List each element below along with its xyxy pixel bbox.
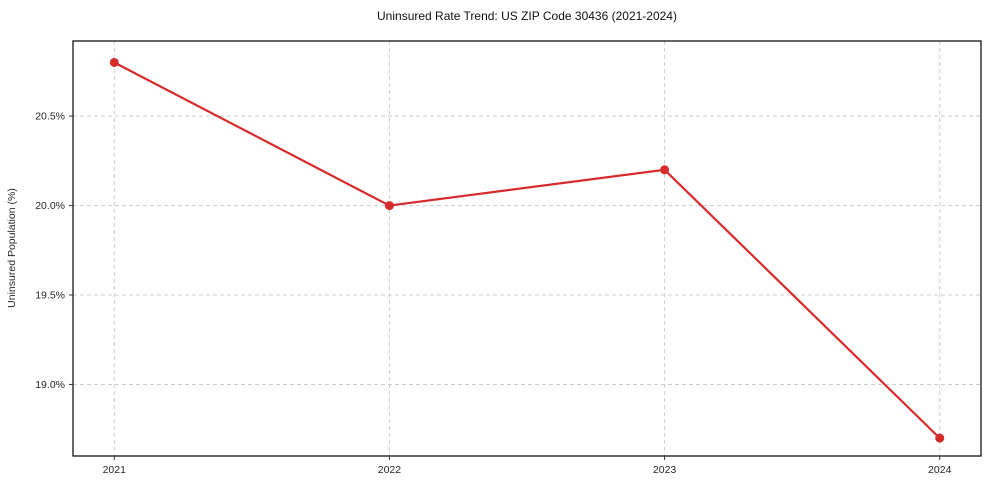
data-point	[109, 57, 119, 67]
x-tick-label: 2024	[928, 464, 952, 476]
y-tick-label: 20.5%	[35, 111, 65, 123]
x-tick-label: 2021	[103, 464, 127, 476]
y-tick-label: 19.5%	[35, 290, 65, 302]
y-tick-label: 20.0%	[35, 200, 65, 212]
trend-line	[113, 61, 941, 440]
data-point	[935, 433, 945, 443]
y-tick-label: 19.0%	[35, 379, 65, 391]
data-point	[660, 165, 670, 175]
plot-border	[72, 40, 982, 457]
x-tick-label: 2023	[653, 464, 677, 476]
chart-title: Uninsured Rate Trend: US ZIP Code 30436 …	[377, 9, 677, 23]
data-point	[384, 201, 394, 211]
y-axis-label: Uninsured Population (%)	[6, 188, 18, 308]
x-tick-label: 2022	[378, 464, 402, 476]
